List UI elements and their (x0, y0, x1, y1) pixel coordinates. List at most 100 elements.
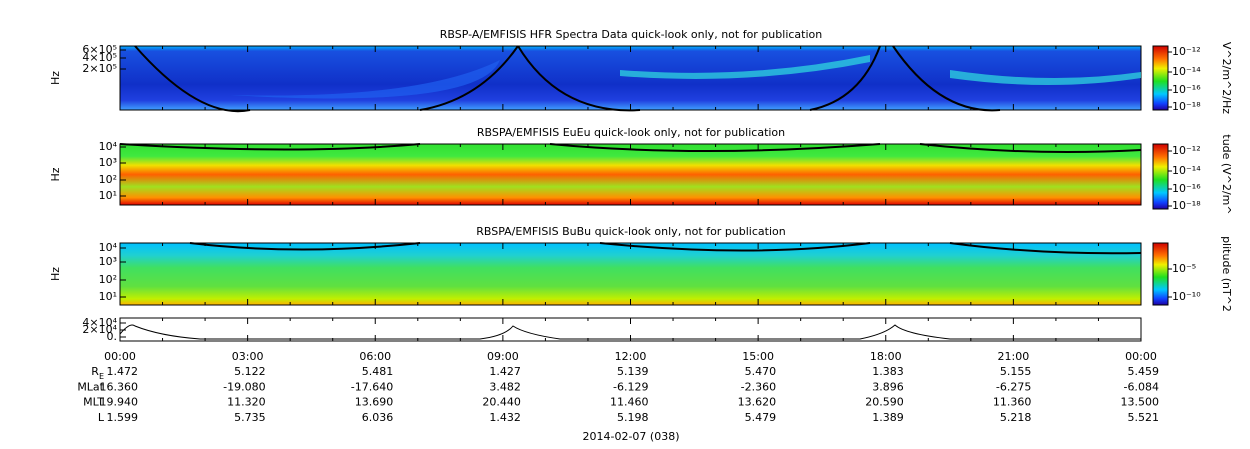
ephemeris-value: 13.620 (738, 396, 777, 409)
ephemeris-label-sub: E (99, 372, 104, 381)
ephemeris-value: 11.360 (993, 396, 1032, 409)
y-tick-label: 10¹ (99, 290, 117, 303)
x-tick-label: 06:00 (359, 350, 391, 363)
ephemeris-value: 5.139 (617, 365, 649, 378)
date-label: 2014-02-07 (038) (582, 430, 679, 443)
ephemeris-value: 1.472 (107, 365, 139, 378)
x-tick-label: 15:00 (742, 350, 774, 363)
y-tick-label: 2×10⁴ (82, 323, 117, 336)
colorbar-tick-label: 10⁻¹⁶ (1172, 182, 1201, 195)
x-tick-label: 00:00 (104, 350, 136, 363)
ephemeris-value: 13.690 (355, 396, 394, 409)
colorbar-label: V^2/m^2/Hz (1220, 42, 1233, 114)
colorbar-tick-label: 10⁻¹⁸ (1172, 100, 1201, 113)
y-tick-label: 10⁴ (99, 241, 118, 254)
ephemeris-value: 5.122 (234, 365, 266, 378)
x-tick-label: 00:00 (1125, 350, 1157, 363)
ephemeris-value: 19.940 (100, 396, 139, 409)
y-tick-label: 10³ (99, 255, 117, 268)
bubu-spectrogram (119, 242, 1142, 306)
hfr-band (230, 60, 500, 99)
ephemeris-value: 13.500 (1121, 396, 1160, 409)
ephemeris-value: 20.440 (482, 396, 521, 409)
y-axis-label: Hz (49, 267, 62, 281)
ephemeris-value: -6.129 (613, 380, 648, 393)
plasma-line (134, 45, 1001, 113)
colorbar-tick-label: 10⁻¹⁶ (1172, 83, 1201, 96)
ephemeris-label: MLT (83, 396, 104, 409)
fce-line (189, 242, 1142, 255)
hfr-band (620, 55, 870, 79)
ephemeris-value: 1.383 (872, 365, 904, 378)
y-tick-label: 6×10⁵ (82, 43, 117, 56)
ephemeris-value: 20.590 (865, 396, 904, 409)
eueu-spectrogram (119, 143, 1142, 206)
ephemeris-value: -2.360 (741, 380, 776, 393)
magnitude-line (119, 324, 1141, 340)
ephemeris-value: -17.640 (351, 380, 393, 393)
colorbar-label: plitude (nT^2 (1220, 236, 1233, 312)
x-tick-label: 03:00 (232, 350, 264, 363)
y-tick-label: 4×10⁴ (82, 316, 117, 329)
ephemeris-value: 3.482 (489, 380, 521, 393)
ephemeris-value: 11.460 (610, 396, 649, 409)
panel-title: RBSPA/EMFISIS EuEu quick-look only, not … (477, 126, 785, 139)
colorbar-label: tude (V^2/m^ (1220, 134, 1233, 214)
y-tick-label: 10² (99, 173, 117, 186)
ephemeris-value: 5.735 (234, 411, 266, 424)
ephemeris-label-text: MLat (77, 380, 104, 393)
ephemeris-value: -6.275 (996, 380, 1031, 393)
y-axis-label: Hz (49, 167, 62, 181)
y-axis-label: Hz (49, 71, 62, 85)
ephemeris-value: -6.084 (1124, 380, 1159, 393)
y-tick-label: 10³ (99, 156, 117, 169)
colorbar-tick-label: 10⁻¹⁸ (1172, 199, 1201, 212)
y-tick-label: 0. (107, 330, 118, 343)
ephemeris-label-text: R (91, 365, 99, 378)
colorbar-tick-label: 10⁻¹² (1172, 45, 1201, 58)
y-tick-label: 10¹ (99, 189, 117, 202)
ephemeris-value: 5.218 (1000, 411, 1032, 424)
hfr-band (950, 70, 1141, 85)
ephemeris-value: 1.599 (107, 411, 139, 424)
ephemeris-value: 11.320 (227, 396, 266, 409)
ephemeris-value: 5.155 (1000, 365, 1032, 378)
ephemeris-label: RE (91, 365, 104, 381)
panel-title: RBSPA/EMFISIS BuBu quick-look only, not … (476, 225, 786, 238)
ephemeris-value: 16.360 (100, 380, 139, 393)
ephemeris-value: 5.479 (745, 411, 777, 424)
y-tick-label: 2×10⁵ (82, 62, 117, 75)
colorbar-tick-label: 10⁻¹⁴ (1172, 65, 1201, 78)
colorbar (1152, 143, 1169, 210)
ephemeris-value: -19.080 (223, 380, 265, 393)
y-tick-label: 10⁴ (99, 140, 118, 153)
ephemeris-label-text: L (98, 411, 105, 424)
colorbar-tick-label: 10⁻¹² (1172, 144, 1201, 157)
colorbar-tick-label: 10⁻¹⁰ (1172, 290, 1201, 303)
x-tick-label: 09:00 (487, 350, 519, 363)
ephemeris-value: 6.036 (362, 411, 394, 424)
ephemeris-value: 3.896 (872, 380, 904, 393)
ephemeris-label: L (98, 411, 105, 424)
ephemeris-value: 5.198 (617, 411, 649, 424)
ephemeris-value: 5.470 (745, 365, 777, 378)
panel-title: RBSP-A/EMFISIS HFR Spectra Data quick-lo… (440, 28, 823, 41)
ephemeris-value: 1.389 (872, 411, 904, 424)
y-tick-label: 4×10⁵ (82, 51, 117, 64)
colorbar (1152, 242, 1169, 306)
colorbar-tick-label: 10⁻¹⁴ (1172, 164, 1201, 177)
ephemeris-label: MLat (77, 380, 104, 393)
ephemeris-value: 5.459 (1128, 365, 1160, 378)
colorbar-tick-label: 10⁻⁵ (1172, 262, 1196, 275)
x-tick-label: 18:00 (870, 350, 902, 363)
ephemeris-value: 1.432 (489, 411, 521, 424)
y-tick-label: 10² (99, 273, 117, 286)
x-tick-label: 12:00 (615, 350, 647, 363)
ephemeris-value: 5.521 (1128, 411, 1160, 424)
ephemeris-label-text: MLT (83, 396, 104, 409)
ephemeris-value: 5.481 (362, 365, 394, 378)
x-tick-label: 21:00 (998, 350, 1030, 363)
fce-line (119, 143, 1142, 153)
ephemeris-value: 1.427 (489, 365, 521, 378)
